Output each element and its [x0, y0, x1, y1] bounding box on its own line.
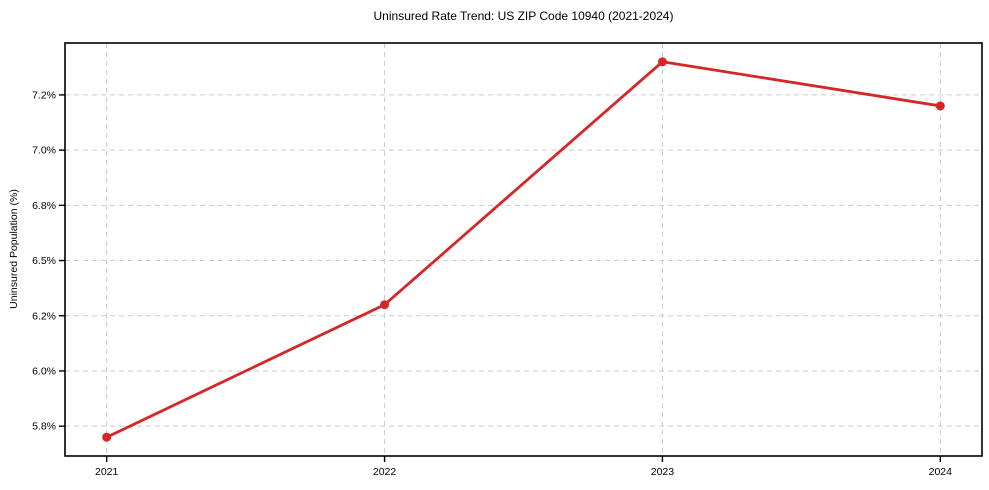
- data-point: [380, 300, 390, 310]
- chart-title: Uninsured Rate Trend: US ZIP Code 10940 …: [373, 9, 674, 23]
- data-line: [105, 60, 942, 439]
- x-tick-label: 2024: [929, 466, 953, 478]
- x-tick-label: 2022: [373, 466, 397, 478]
- data-point: [102, 432, 112, 442]
- x-tick-label: 2023: [651, 466, 675, 478]
- y-tick-label: 6.2%: [32, 310, 56, 322]
- plot-border: [64, 42, 983, 457]
- y-tick-label: 5.8%: [32, 421, 56, 433]
- y-axis-label: Uninsured Population (%): [8, 189, 20, 309]
- data-point: [657, 57, 667, 67]
- data-point: [935, 101, 945, 111]
- y-tick-label: 6.8%: [32, 200, 56, 212]
- y-tick-label: 6.0%: [32, 365, 56, 377]
- y-tick-label: 6.5%: [32, 255, 56, 267]
- y-tick-label: 7.0%: [32, 145, 56, 157]
- x-tick-label: 2021: [95, 466, 119, 478]
- y-tick-label: 7.2%: [32, 89, 56, 101]
